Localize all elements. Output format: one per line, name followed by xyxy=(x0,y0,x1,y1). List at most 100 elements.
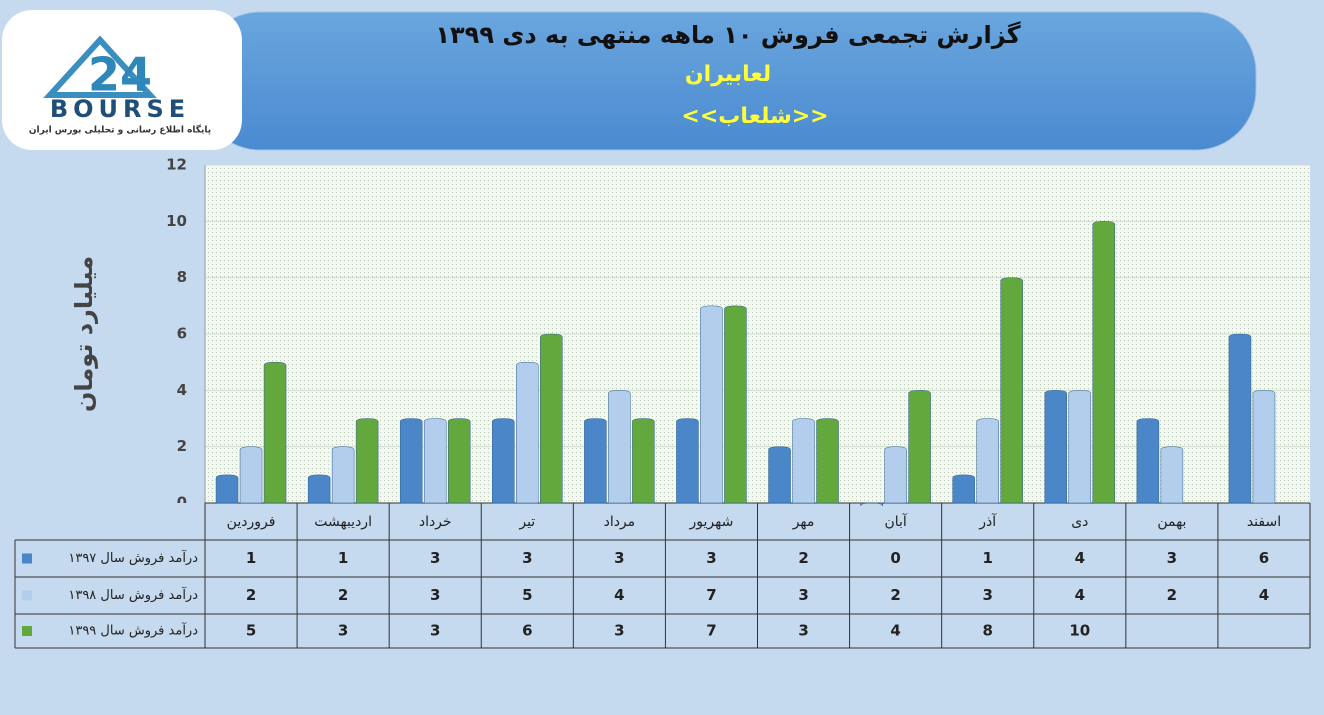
bar xyxy=(816,418,839,504)
bar xyxy=(1228,333,1252,504)
table-value: 6 xyxy=(522,622,532,640)
table-value: 2 xyxy=(798,549,808,567)
table-value: 3 xyxy=(1167,549,1177,567)
legend-label: درآمد فروش سال ۱۳۹۷ xyxy=(68,549,198,566)
table-value: 3 xyxy=(706,549,716,567)
bar xyxy=(724,305,747,504)
logo-mark: 24 xyxy=(88,48,152,102)
table-value: 4 xyxy=(1075,586,1085,604)
table-value: 3 xyxy=(430,549,440,567)
y-tick-label: 0 xyxy=(177,494,187,512)
bar xyxy=(215,474,239,504)
table-value: 3 xyxy=(798,586,808,604)
table-value: 10 xyxy=(1069,622,1090,640)
chart-subtitle: لعابیران xyxy=(685,62,771,87)
logo-box xyxy=(2,10,242,150)
bar xyxy=(700,305,723,504)
table-value: 2 xyxy=(1167,586,1177,604)
bar xyxy=(1068,390,1092,504)
bar xyxy=(263,361,287,504)
table-value: 3 xyxy=(614,622,624,640)
table-value: 3 xyxy=(982,586,992,604)
bar xyxy=(540,333,563,504)
bar xyxy=(976,418,999,504)
x-tick-label: فروردین xyxy=(227,514,276,530)
table-value: 2 xyxy=(890,586,900,604)
table-value: 5 xyxy=(522,586,532,604)
legend-swatch xyxy=(22,626,32,636)
bar xyxy=(423,418,447,504)
table-value: 1 xyxy=(246,549,256,567)
table-value: 4 xyxy=(614,586,624,604)
table-value: 3 xyxy=(614,549,624,567)
bar xyxy=(952,474,975,504)
logo-tagline: پایگاه اطلاع رسانی و تحلیلی بورس ایران xyxy=(29,124,211,136)
bar xyxy=(331,446,355,504)
y-tick-label: 2 xyxy=(177,437,187,455)
table-value: 1 xyxy=(982,549,992,567)
bar xyxy=(1252,390,1276,504)
x-tick-label: تیر xyxy=(518,514,535,530)
table-value: 7 xyxy=(706,586,716,604)
bar xyxy=(1160,446,1184,504)
x-tick-label: مهر xyxy=(792,514,815,530)
legend-label: درآمد فروش سال ۱۳۹۸ xyxy=(68,586,198,603)
y-tick-label: 6 xyxy=(177,325,187,343)
table-value: 8 xyxy=(982,622,992,640)
chart-layer: 024681012فروردین125اردیبهشت123خرداد333تی… xyxy=(14,156,1311,649)
bar xyxy=(792,418,815,504)
bar xyxy=(584,418,607,504)
table-value: 7 xyxy=(706,622,716,640)
bar xyxy=(399,418,423,504)
bar xyxy=(239,446,263,504)
table-value: 2 xyxy=(338,586,348,604)
x-tick-label: اردیبهشت xyxy=(314,514,372,530)
x-tick-label: بهمن xyxy=(1157,514,1186,530)
table-value: 3 xyxy=(522,549,532,567)
bar xyxy=(1000,277,1023,504)
table-value: 1 xyxy=(338,549,348,567)
bar xyxy=(676,418,699,504)
x-tick-label: اسفند xyxy=(1247,514,1281,530)
x-tick-label: آبان xyxy=(884,513,907,530)
legend-swatch xyxy=(22,553,32,564)
bar xyxy=(908,390,931,504)
chart-title: گزارش تجمعی فروش ۱۰ ماهه منتهی به دی ۱۳۹… xyxy=(435,21,1020,49)
bar xyxy=(355,418,379,504)
bar xyxy=(608,390,631,504)
table-value: 3 xyxy=(430,586,440,604)
bar xyxy=(447,418,471,504)
table-value: 3 xyxy=(798,622,808,640)
y-tick-label: 12 xyxy=(166,156,187,174)
table-value: 2 xyxy=(246,586,256,604)
x-tick-label: خرداد xyxy=(419,514,452,530)
table-value: 4 xyxy=(1259,586,1269,604)
legend-swatch xyxy=(22,590,32,601)
table-value: 3 xyxy=(430,622,440,640)
logo-shape xyxy=(43,35,157,98)
table-bg xyxy=(15,503,1310,648)
x-tick-label: دی xyxy=(1071,514,1088,530)
table-value: 5 xyxy=(246,622,256,640)
bar xyxy=(884,446,907,504)
x-tick-label: شهریور xyxy=(689,514,734,530)
bar xyxy=(1044,390,1068,504)
chart-subtitle: <<شلعاب>> xyxy=(681,104,828,129)
table-value: 0 xyxy=(890,549,900,567)
bar xyxy=(307,474,331,504)
table-value: 4 xyxy=(890,622,900,640)
bar xyxy=(768,446,791,504)
bar xyxy=(492,418,515,504)
table-value: 6 xyxy=(1259,549,1269,567)
y-tick-label: 4 xyxy=(177,381,187,399)
bar xyxy=(1136,418,1160,504)
table-value: 3 xyxy=(338,622,348,640)
logo-name: BOURSE xyxy=(50,95,190,123)
bar xyxy=(1092,221,1116,504)
bar xyxy=(860,502,883,507)
bar xyxy=(516,361,539,504)
y-tick-label: 10 xyxy=(166,212,187,230)
legend-label: درآمد فروش سال ۱۳۹۹ xyxy=(68,622,198,639)
x-tick-label: آذر xyxy=(978,513,997,530)
